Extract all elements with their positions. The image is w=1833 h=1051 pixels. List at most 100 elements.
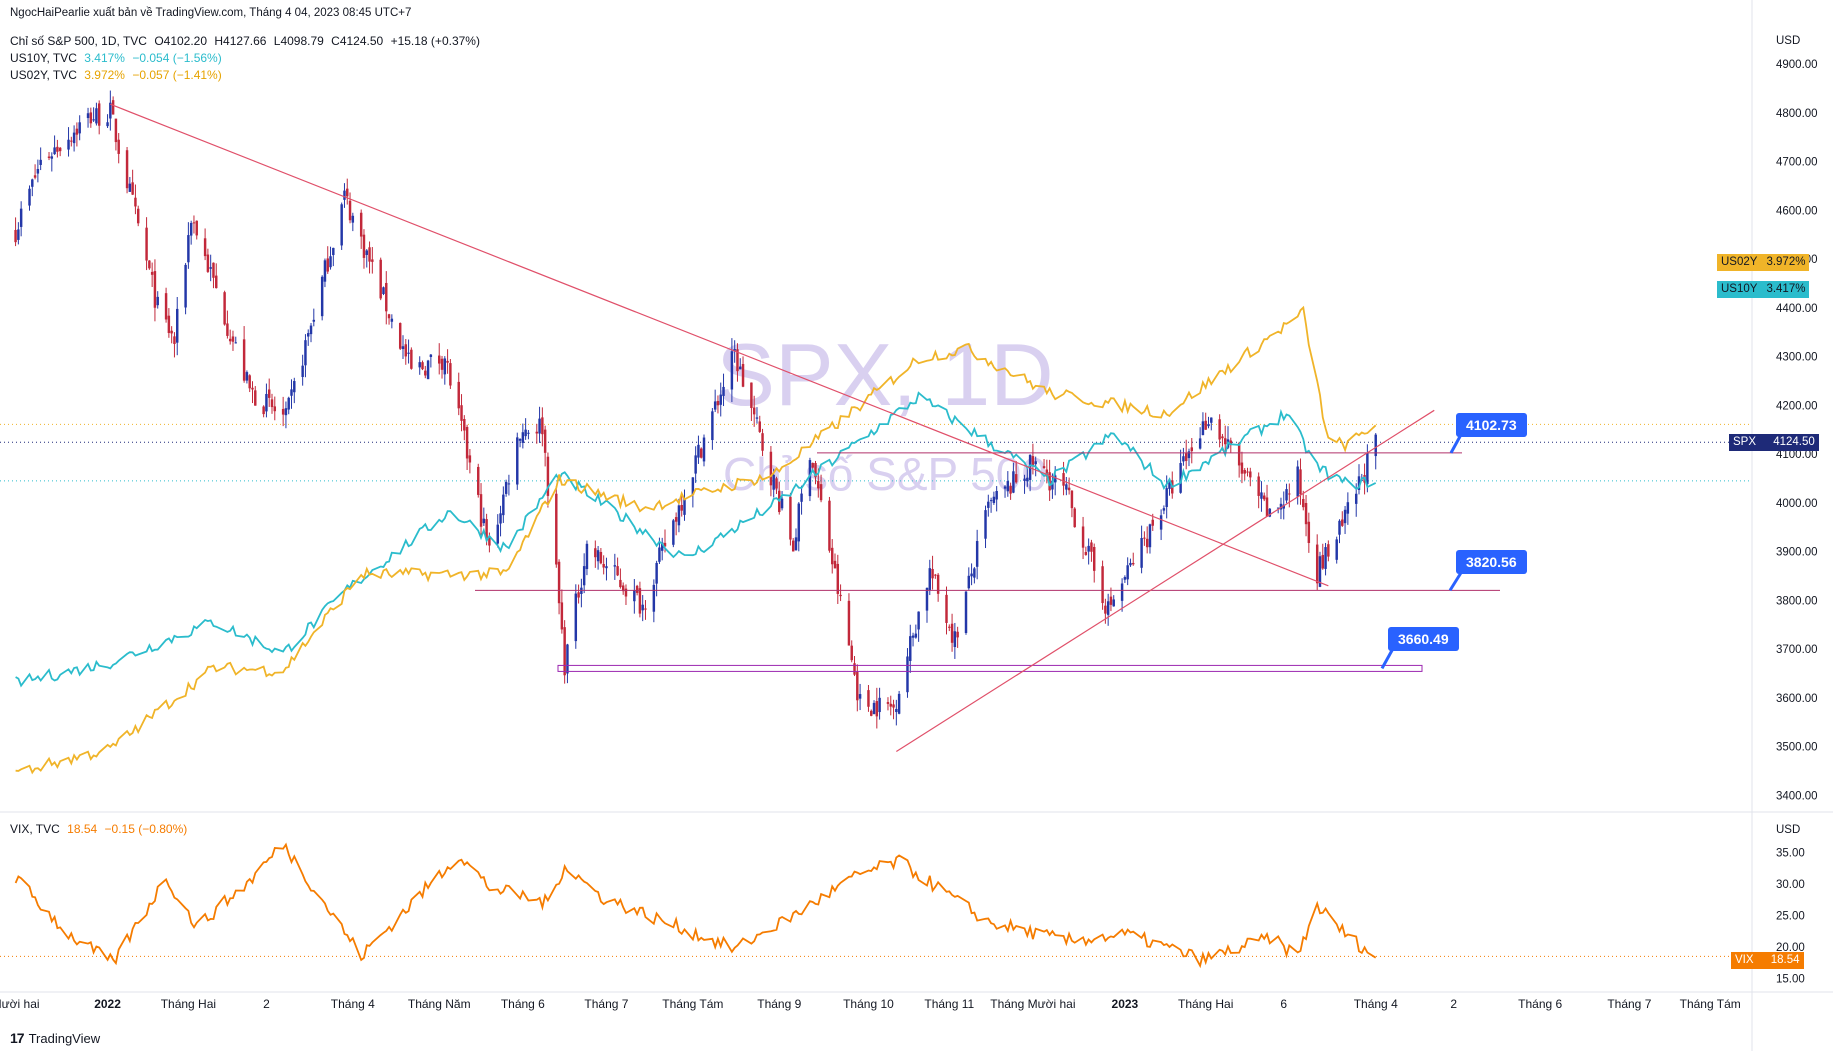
candle-body [1092,546,1096,571]
candle-body [616,566,619,576]
candle [326,246,329,274]
candle-body [722,386,725,396]
candle-body [1006,481,1010,492]
candle [739,358,742,370]
candle [468,449,472,474]
candle [596,546,600,570]
candle [1092,543,1096,583]
candle-body [934,574,937,576]
candle-body [680,504,683,511]
candle [1198,427,1202,450]
time-tick-label: Tháng 7 [584,997,628,1011]
tradingview-logo[interactable]: 17 TradingView [10,1030,100,1046]
candle-body [499,513,502,524]
candle-body [797,503,801,542]
candle [953,622,957,659]
candle-body [596,550,600,562]
watermark-description: Chỉ số S&P 500 [723,448,1047,500]
candle [833,553,837,569]
time-tick-label: Mười hai [0,997,40,1011]
candle [867,684,870,712]
candle-body [1321,554,1325,569]
candle [245,370,249,384]
candle-body [56,146,59,152]
candle-body [989,500,993,502]
us02y-price-tag: US02Y 3.972% [1717,254,1810,271]
candle [655,560,658,597]
candle-body [733,349,736,351]
candle-body [769,451,773,486]
candle [226,310,229,339]
candle [457,372,460,416]
candle [148,260,151,270]
price-tick-label: 4100.00 [1776,449,1818,461]
candle-body [1296,466,1299,497]
candle [775,476,778,495]
candle [109,90,112,131]
candle-body [828,500,831,551]
candle [371,247,374,274]
legend-spx-high: H4127.66 [214,34,267,48]
callout-low-support[interactable]: 3660.49 [1388,627,1459,651]
candle [346,178,349,205]
candle [465,424,469,471]
candle-body [867,690,870,707]
candle [892,699,895,720]
candle [1307,512,1311,553]
candle [546,452,550,508]
candle [1009,482,1012,500]
candle-body [909,636,912,661]
candle [307,329,310,346]
vix-tick-label: 20.00 [1776,942,1805,954]
candle [839,584,842,602]
candle-body [320,276,324,317]
trendline-down [110,103,1329,587]
candle [184,263,187,315]
us10y-tag-label: US10Y [1721,283,1758,295]
candle-body [1132,562,1135,565]
candle [251,381,254,404]
candle-body [1034,461,1037,465]
candle-body [1201,421,1205,436]
candle [36,159,40,183]
candle [970,563,973,586]
candle [234,336,237,344]
candle [518,438,522,448]
candle [967,567,971,590]
candle-body [290,389,293,396]
candle-body [917,611,920,630]
candle-body [215,275,218,289]
candle-body [830,547,834,565]
candle-body [479,494,483,527]
candle [270,393,274,414]
candle-body [858,694,862,699]
candle [1162,505,1166,515]
candle-body [304,340,307,366]
candle-body [1229,440,1233,446]
candle-body [1204,420,1207,430]
candle [365,249,368,268]
candle [407,339,410,364]
candle [223,290,226,326]
candle [410,347,413,370]
level-band-3660 [557,664,1423,672]
candle [1263,492,1266,502]
candle [153,259,157,322]
legend-spx-open: O4102.20 [154,34,208,48]
candle-body [605,566,608,569]
candle [281,396,285,427]
candle [1318,551,1322,588]
candle [599,548,603,565]
callout-resistance[interactable]: 4102.73 [1456,413,1527,437]
candle [1065,476,1068,496]
time-tick-label: 6 [1280,997,1287,1011]
callout-support[interactable]: 3820.56 [1456,550,1527,574]
candle-body [1299,469,1302,495]
candle-body [850,645,853,661]
candle-body [641,604,644,611]
vix-tick-label: 30.00 [1776,879,1805,891]
candle-body [585,543,589,570]
candle-body [86,113,90,119]
legend-spx-title: Chỉ số S&P 500, 1D, TVC [10,34,147,48]
